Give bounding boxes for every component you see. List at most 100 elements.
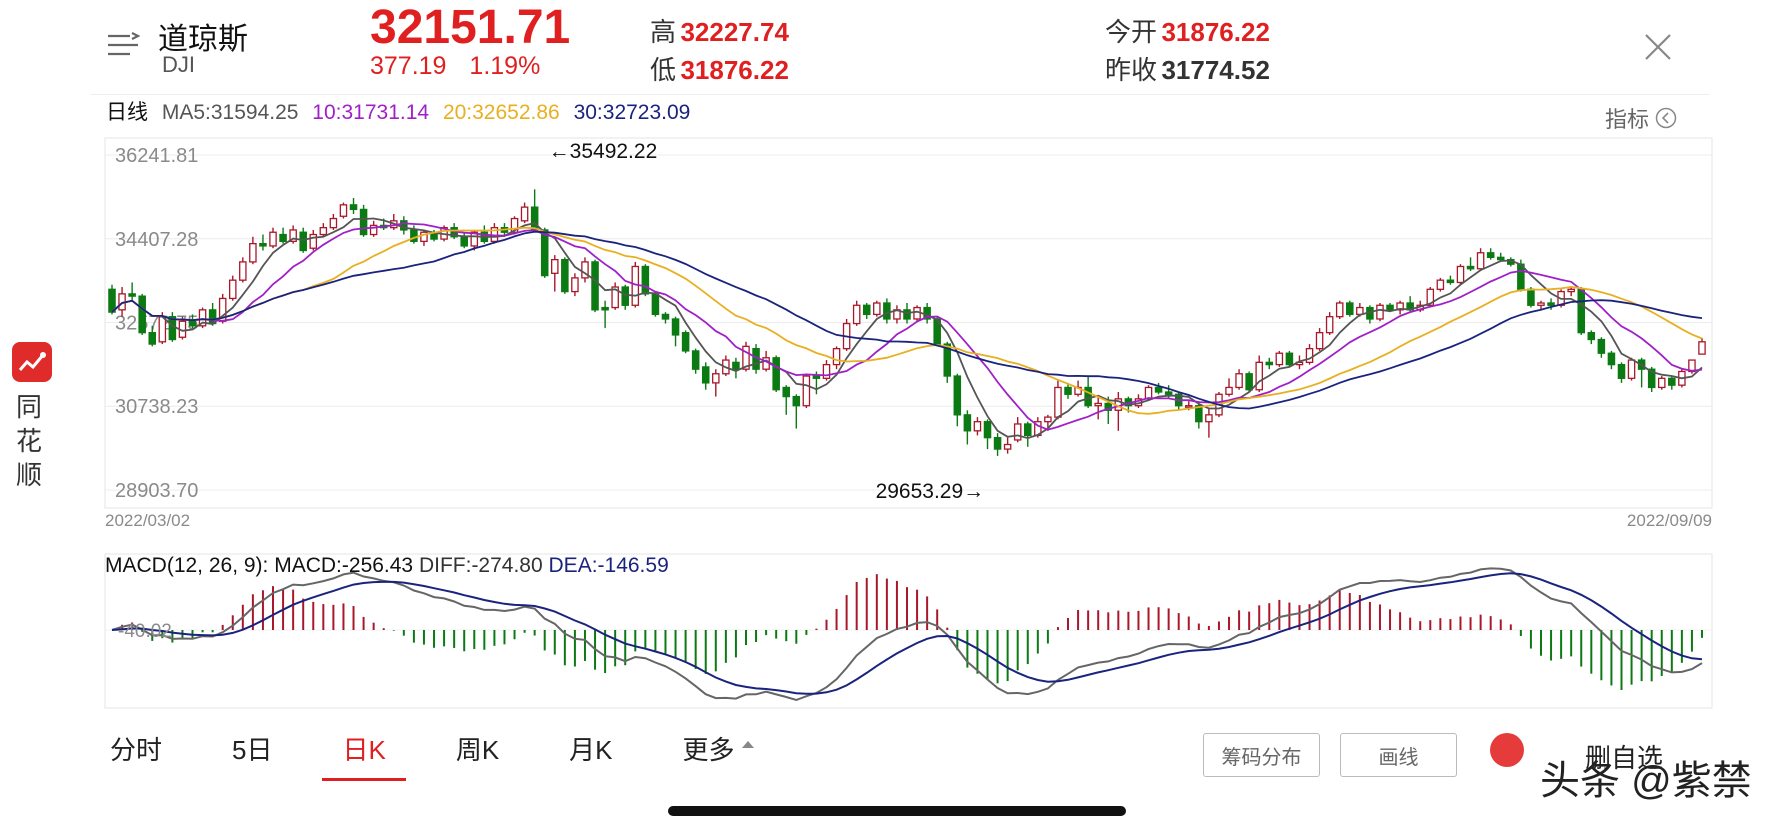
candle-body [1023,423,1032,437]
candle-body [1003,443,1012,450]
period-tabs: 分时 5日 日K 周K 月K 更多 [110,730,755,781]
y-tick-label: 36241.81 [115,145,198,167]
candle-body [903,309,911,320]
candle-body [681,332,690,352]
candle-body [108,288,116,313]
candle-body [1376,304,1384,320]
candle-body [1335,302,1344,318]
candle-body [1013,423,1022,441]
candle-body [993,437,1002,450]
candle-body [269,231,277,247]
low-value: 31876.22 [680,55,789,85]
candle-body [1396,302,1404,311]
candle-body [852,304,861,325]
candle-body [701,366,710,384]
candle-body [1325,316,1334,334]
candle-body [802,375,811,407]
ma10-line [111,222,1703,431]
tab-daily[interactable]: 日K [322,730,407,781]
candle-body [943,343,952,377]
candle-body [1315,332,1324,350]
app-name: 同花顺 [16,392,43,490]
tab-weekly[interactable]: 周K [455,735,500,765]
candle-body [712,373,720,384]
high-stat: 高 32227.74 [650,12,789,49]
tab-5day[interactable]: 5日 [232,735,273,765]
candle-body [400,220,408,231]
candle-body [1587,332,1596,341]
candle-body [239,261,247,281]
candle-body [661,313,670,320]
candle-body [128,293,136,297]
ma5-label: MA5:31594.25 [161,101,299,124]
price-change: 377.19 1.19% [370,52,556,81]
app-logo-icon[interactable] [12,342,52,382]
home-indicator[interactable] [668,806,1126,816]
candle-body [1185,405,1193,408]
open-label: 今开 [1105,17,1158,47]
ma-legend: 日线 MA5:31594.25 10:31731.14 20:32652.86 … [106,96,698,126]
remove-watchlist-button[interactable]: 删自选 [1585,743,1664,773]
macd-panel-frame [104,553,1713,709]
candle-body [1607,352,1616,366]
ma20-label: 20:32652.86 [442,101,560,124]
candle-body [410,229,418,243]
candle-body [1627,359,1636,379]
candle-body [1547,302,1555,306]
candle-body [591,261,599,311]
candle-body [1084,386,1092,407]
candle-body [1245,373,1253,391]
low-stat: 低 31876.22 [650,50,789,87]
tab-more[interactable]: 更多 [683,730,755,781]
candle-body [1205,414,1213,423]
candle-body [671,318,680,336]
candle-body [339,204,348,217]
candle-body [742,345,750,370]
candle-body [329,217,338,229]
tab-intraday[interactable]: 分时 [110,735,163,765]
candle-body [601,306,609,311]
candle-body [812,375,821,379]
tab-more-label: 更多 [682,735,735,765]
candle-body [1426,288,1435,306]
candle-body [470,231,479,247]
candle-body [228,279,237,300]
index-code: DJI [162,52,195,77]
candle-body [1466,265,1475,270]
tab-monthly[interactable]: 月K [569,735,613,765]
candle-body [1446,279,1455,284]
change-percent: 1.19% [469,52,541,80]
candle-body [279,233,287,243]
candle-body [1567,288,1575,293]
candle-body [1436,279,1445,290]
candle-body [1054,386,1062,418]
candle-body [369,224,378,236]
close-icon[interactable] [1643,32,1673,62]
menu-icon[interactable] [106,32,141,58]
chip-distribution-button[interactable]: 筹码分布 [1203,733,1320,777]
candle-body [1486,252,1495,258]
indicator-button[interactable]: 指标 [1605,102,1677,134]
candle-body [1456,265,1465,284]
candle-body [611,286,619,309]
candle-body [520,206,529,222]
candle-body [289,229,297,243]
candle-body [953,375,962,416]
candle-body [540,229,549,277]
open-value: 31876.22 [1161,17,1270,47]
candle-body [359,208,368,236]
candle-body [1346,302,1354,316]
macd-legend: MACD(12, 26, 9): MACD:-256.43 DIFF:-274.… [105,554,669,577]
triangle-up-icon [741,741,754,748]
candle-body [138,295,146,334]
candle-body [1195,405,1203,423]
watermark: 头条 @紫禁 [1540,759,1752,803]
indicator-label: 指标 [1605,107,1650,132]
candle-body [581,261,589,279]
candle-body [1476,252,1485,270]
candle-body [1225,386,1233,395]
candle-body [259,242,267,247]
draw-line-button[interactable]: 画线 [1340,733,1457,777]
candle-body [1527,288,1535,306]
